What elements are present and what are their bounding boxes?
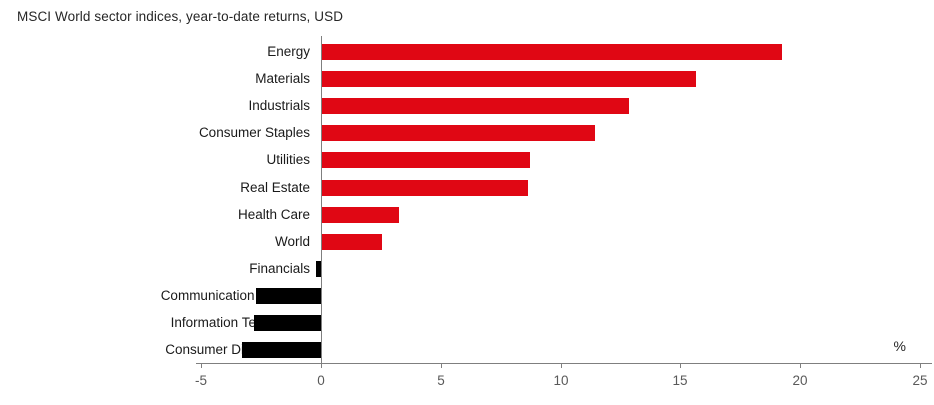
bar-consumer-discretionary bbox=[241, 342, 321, 359]
x-tick-20 bbox=[800, 364, 801, 368]
category-label-industrials: Industrials bbox=[248, 98, 310, 114]
x-axis-line bbox=[196, 363, 932, 364]
x-tick-5 bbox=[441, 364, 442, 368]
x-tick-label-5: 5 bbox=[437, 373, 445, 388]
x-tick-15 bbox=[680, 364, 681, 368]
bar-industrials bbox=[321, 98, 629, 115]
bar-real-estate bbox=[321, 179, 528, 196]
bar-materials bbox=[321, 71, 696, 88]
category-label-health-care: Health Care bbox=[237, 206, 310, 222]
bar-world bbox=[321, 233, 382, 250]
bar-information-technology bbox=[253, 315, 321, 331]
category-label-financials: Financials bbox=[249, 260, 310, 276]
category-label-world: World bbox=[274, 233, 310, 249]
x-tick-label-25: 25 bbox=[912, 373, 928, 388]
zero-baseline bbox=[321, 36, 322, 363]
x-tick-label-0: 0 bbox=[317, 373, 325, 388]
category-label-materials: Materials bbox=[255, 71, 310, 87]
category-label-consumer-staples: Consumer Staples bbox=[198, 125, 310, 141]
x-tick-25 bbox=[920, 364, 921, 368]
x-tick-label-15: 15 bbox=[672, 373, 688, 388]
bar-health-care bbox=[321, 206, 399, 223]
category-label-real-estate: Real Estate bbox=[240, 179, 310, 195]
percent-unit-label: % bbox=[893, 338, 906, 354]
bar-communication-services bbox=[256, 287, 321, 304]
x-tick-label-20: 20 bbox=[792, 373, 808, 388]
bar-utilities bbox=[321, 152, 531, 169]
bar-financials bbox=[316, 260, 321, 277]
category-label-utilities: Utilities bbox=[266, 152, 310, 168]
x-tick--5 bbox=[201, 364, 202, 368]
x-tick-label--5: -5 bbox=[194, 373, 207, 388]
x-tick-10 bbox=[561, 364, 562, 368]
x-tick-0 bbox=[321, 364, 322, 368]
bar-consumer-staples bbox=[321, 125, 596, 142]
category-label-energy: Energy bbox=[267, 44, 310, 59]
x-tick-label-10: 10 bbox=[553, 373, 569, 388]
chart-title: MSCI World sector indices, year-to-date … bbox=[17, 9, 344, 24]
bar-energy bbox=[321, 44, 782, 60]
